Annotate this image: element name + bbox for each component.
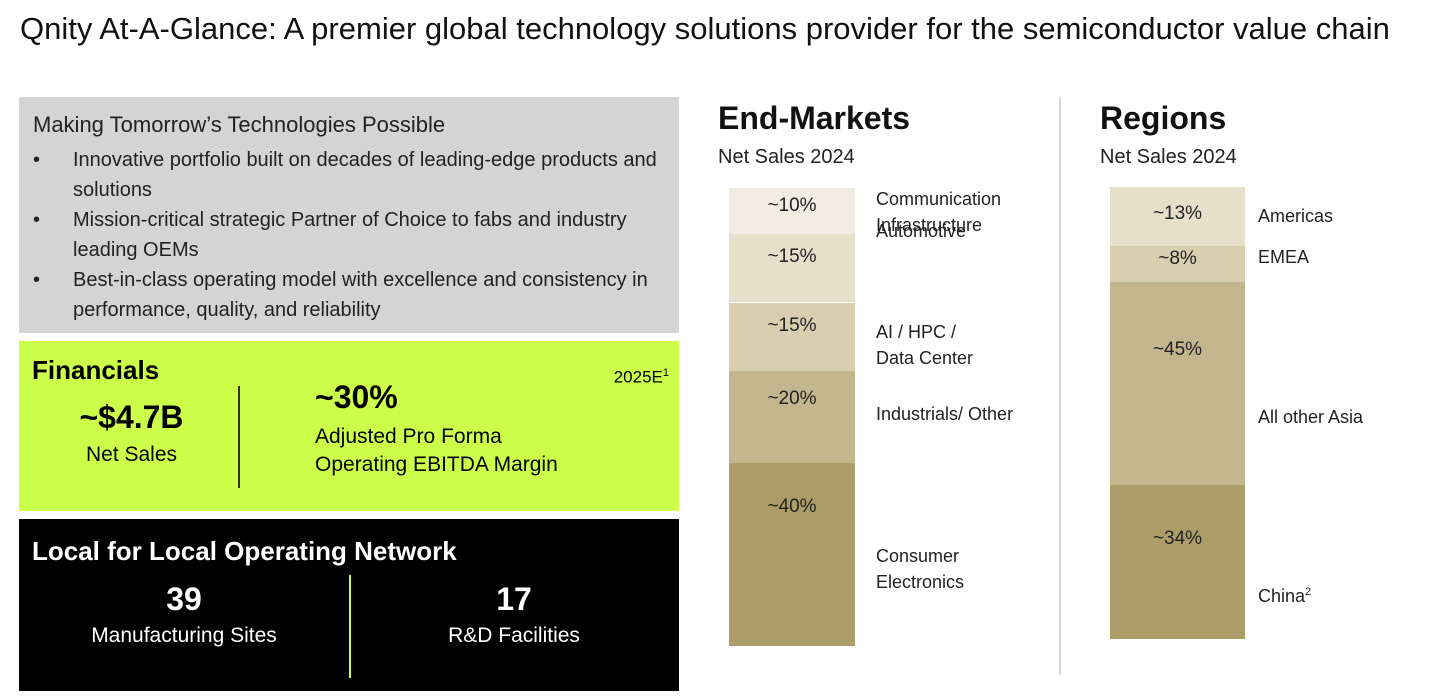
regions-stacked-bar: ~13% ~8% ~45% ~34% [1110, 187, 1245, 639]
network-divider [349, 575, 351, 678]
end_markets-segment-value: ~40% [767, 495, 817, 517]
regions-segment-value: ~34% [1152, 528, 1203, 550]
regions-segment-value: ~8% [1158, 247, 1197, 269]
financials-panel: Financials 2025E1 ~$4.7B Net Sales ~30% … [19, 341, 679, 511]
regions-category-labels: Americas EMEA All other Asia China2 [1258, 187, 1438, 639]
page-title: Qnity At-A-Glance: A premier global tech… [20, 11, 1390, 46]
regions-segment-value: ~45% [1152, 338, 1203, 360]
end_markets-category-label: AI / HPC / Data Center [876, 321, 974, 368]
end-markets-subtitle: Net Sales 2024 [718, 146, 855, 168]
regions-title: Regions [1100, 100, 1227, 136]
regions-category-label: All other Asia [1258, 406, 1364, 427]
intro-heading: Making Tomorrow’s Technologies Possible [33, 112, 446, 137]
end_markets-category-label: Automotive [876, 220, 967, 241]
regions-category-label: Americas [1258, 206, 1334, 226]
financials-year-text: 2025E [613, 367, 663, 387]
footnote-marker: 2 [1305, 586, 1312, 599]
regions-segment-value: ~13% [1152, 203, 1203, 225]
intro-bullet-list: • Innovative portfolio built on decades o… [33, 145, 663, 325]
rd-label: R&D Facilities [448, 624, 580, 647]
rd-count: 17 [496, 581, 532, 617]
end-markets-category-labels: Communication Infrastructure Automotive AI … [876, 188, 1056, 646]
bullet-icon: • [33, 209, 41, 231]
intro-bullet-text: Innovative portfolio built on decades of… [73, 149, 657, 201]
footnote-marker: 1 [662, 367, 669, 379]
regions-segment: ~8% [1110, 245, 1245, 282]
intro-bullet-text: Best-in-class operating model with excel… [73, 269, 648, 321]
manufacturing-count: 39 [166, 581, 202, 617]
intro-bullet: • Best-in-class operating model with exce… [33, 265, 663, 325]
end-markets-stacked-bar: ~10% ~15% ~15% ~20% ~40% [729, 188, 855, 646]
bullet-icon: • [33, 149, 41, 171]
net-sales-value: ~$4.7B [79, 399, 184, 435]
regions-category-label: China2 [1258, 586, 1312, 607]
regions-segment: ~34% [1110, 485, 1245, 639]
intro-bullet: • Mission-critical strategic Partner of C… [33, 205, 663, 265]
end_markets-segment: ~20% [729, 371, 855, 463]
net-sales-label: Net Sales [85, 443, 178, 466]
financials-year: 2025E1 [614, 367, 669, 388]
ebitda-label: Adjusted Pro Forma Operating EBITDA Marg… [315, 423, 558, 479]
end_markets-segment: ~40% [729, 462, 855, 646]
regions-category-label: EMEA [1258, 246, 1310, 267]
intro-panel: Making Tomorrow’s Technologies Possible … [19, 97, 679, 333]
end_markets-segment: ~15% [729, 302, 855, 372]
regions-segment: ~45% [1110, 281, 1245, 486]
ebitda-label-line1: Adjusted Pro Forma [315, 425, 502, 448]
end_markets-segment-value: ~10% [767, 194, 817, 216]
network-panel: Local for Local Operating Network 39 Man… [19, 519, 679, 691]
bullet-icon: • [33, 269, 41, 291]
end_markets-segment: ~10% [729, 188, 855, 234]
ebitda-label-line2: Operating EBITDA Margin [315, 453, 558, 476]
end_markets-segment-value: ~15% [767, 246, 817, 268]
intro-bullet: • Innovative portfolio built on decades o… [33, 145, 663, 205]
end_markets-category-label: Industrials/ Other [876, 404, 1014, 425]
ebitda-value: ~30% [315, 379, 398, 415]
end_markets-category-label: Communication Infrastructure [876, 189, 1002, 235]
end_markets-segment-value: ~15% [767, 314, 817, 336]
section-divider [1059, 97, 1061, 675]
manufacturing-label: Manufacturing Sites [91, 624, 277, 647]
financials-divider [238, 386, 240, 488]
financials-heading: Financials [32, 355, 160, 385]
end_markets-category-label: Consumer Electronics [876, 545, 965, 592]
regions-subtitle: Net Sales 2024 [1100, 146, 1237, 168]
intro-bullet-text: Mission-critical strategic Partner of Ch… [73, 209, 627, 261]
end_markets-segment: ~15% [729, 233, 855, 303]
network-heading: Local for Local Operating Network [32, 536, 457, 566]
regions-segment: ~13% [1110, 187, 1245, 246]
end_markets-segment-value: ~20% [767, 387, 817, 409]
end-markets-title: End-Markets [718, 100, 911, 136]
